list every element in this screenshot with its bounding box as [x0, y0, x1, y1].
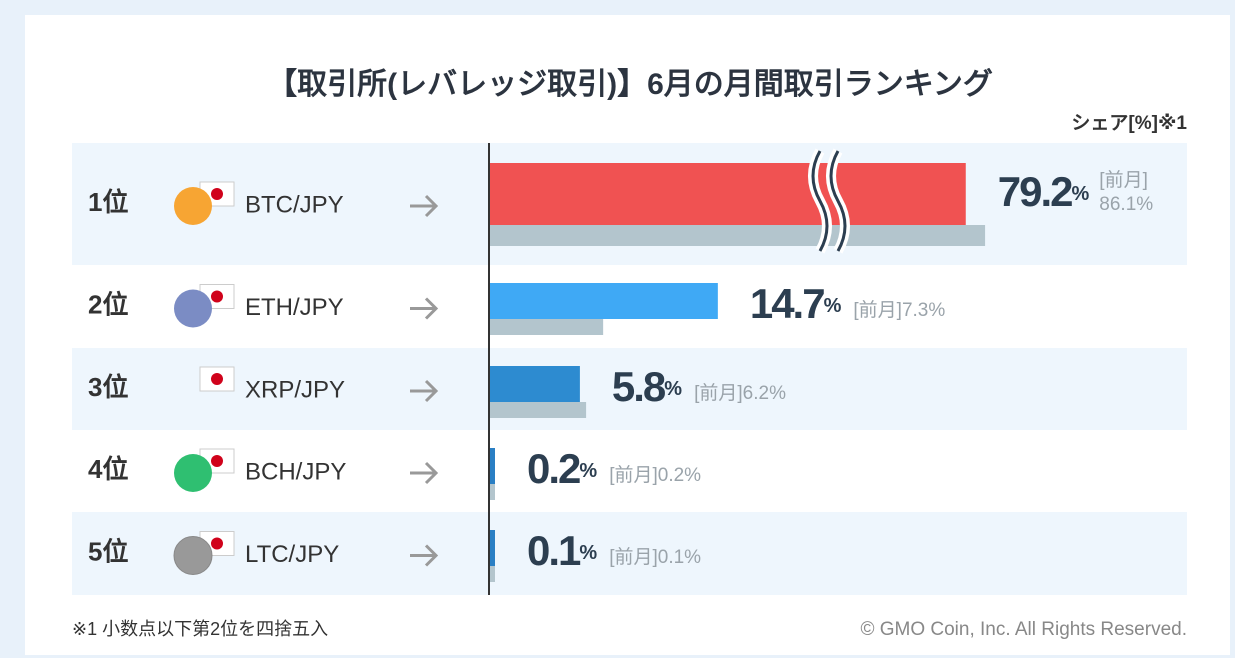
- category-label: BCH/JPY: [245, 458, 346, 485]
- coin-icon: [173, 536, 213, 575]
- coin-icon: [174, 289, 212, 328]
- previous-unit: %: [928, 300, 945, 321]
- axis-break-line: [829, 150, 847, 252]
- arrow-icon: [410, 544, 439, 567]
- previous-label: [前月]: [1099, 169, 1148, 191]
- rank-label: 1位: [88, 187, 128, 217]
- footnote: ※1 小数点以下第2位を四捨五入: [72, 619, 328, 639]
- row-background: [72, 512, 1187, 595]
- category-label: XRP/JPY: [245, 376, 345, 403]
- coin-icon: [174, 454, 212, 492]
- previous-number: 6.2: [743, 383, 769, 404]
- value-label: 0.2%: [527, 445, 597, 492]
- category-label: LTC/JPY: [245, 541, 339, 568]
- previous-label: [前月]: [609, 546, 658, 568]
- previous-value-label: [前月]0.1%: [609, 546, 701, 568]
- previous-number: 0.2: [658, 465, 684, 486]
- previous-number: 0.1: [658, 547, 684, 568]
- current-bar: [490, 448, 495, 484]
- previous-bar: [490, 484, 495, 500]
- previous-unit: %: [684, 547, 701, 568]
- value-unit: %: [824, 295, 842, 317]
- previous-value-label: [前月]0.2%: [609, 464, 701, 486]
- previous-label: [前月]: [694, 382, 743, 404]
- previous-number: 86.1: [1099, 194, 1136, 215]
- flag-dot: [211, 455, 223, 467]
- flag-dot: [211, 290, 223, 303]
- value-unit: %: [579, 460, 597, 482]
- rank-label: 3位: [88, 372, 128, 402]
- previous-unit: %: [684, 465, 701, 486]
- category-label: ETH/JPY: [245, 294, 344, 321]
- current-bar: [490, 530, 495, 566]
- rows: 1位 BTC/JPY 79.2%[前月]86.1%2位 ETH/JPY 14.7% [前月…: [72, 143, 1187, 595]
- value-number: 0.2: [527, 445, 580, 492]
- coin-icon: [174, 187, 212, 225]
- previous-number: 7.3: [902, 300, 928, 321]
- value-unit: %: [1072, 183, 1090, 205]
- arrow-icon: [410, 379, 439, 403]
- value-number: 79.2: [998, 168, 1072, 215]
- previous-value-label: 86.1%: [1099, 194, 1153, 215]
- value-unit: %: [579, 542, 597, 564]
- rank-label: 5位: [88, 536, 128, 566]
- previous-bar: [490, 319, 604, 335]
- category-label: BTC/JPY: [245, 191, 344, 218]
- chart-title: 【取引所(レバレッジ取引)】6月の月間取引ランキング: [267, 68, 993, 101]
- previous-unit: %: [1136, 194, 1153, 215]
- current-bar: [490, 163, 966, 225]
- value-label: 0.1%: [527, 527, 597, 574]
- value-label: 14.7%: [750, 280, 842, 327]
- previous-bar: [490, 402, 587, 418]
- arrow-icon: [410, 194, 439, 218]
- previous-label: [前月]: [853, 299, 902, 321]
- flag-dot: [211, 537, 223, 550]
- current-bar: [490, 283, 718, 319]
- previous-unit: %: [769, 383, 786, 404]
- value-label: 5.8%: [612, 363, 682, 410]
- value-number: 14.7: [750, 280, 824, 327]
- flag-dot: [211, 373, 223, 385]
- copyright: © GMO Coin, Inc. All Rights Reserved.: [860, 619, 1187, 640]
- current-bar: [490, 366, 580, 402]
- flag-dot: [211, 188, 223, 200]
- value-unit: %: [664, 378, 682, 400]
- axis-label: シェア[%]※1: [1071, 113, 1187, 134]
- axis-break-line: [811, 150, 829, 252]
- row-background: [72, 348, 1187, 430]
- arrow-icon: [410, 297, 439, 320]
- value-number: 0.1: [527, 527, 581, 574]
- value-number: 5.8: [612, 363, 666, 410]
- rank-label: 4位: [88, 454, 128, 484]
- arrow-icon: [410, 461, 439, 485]
- value-label: 79.2%: [998, 168, 1090, 215]
- previous-value-label: [前月]7.3%: [853, 299, 945, 321]
- previous-value-label: [前月]6.2%: [694, 382, 786, 404]
- rank-label: 2位: [88, 289, 128, 319]
- previous-bar: [490, 566, 495, 582]
- previous-bar: [490, 225, 986, 246]
- previous-label: [前月]: [609, 464, 658, 486]
